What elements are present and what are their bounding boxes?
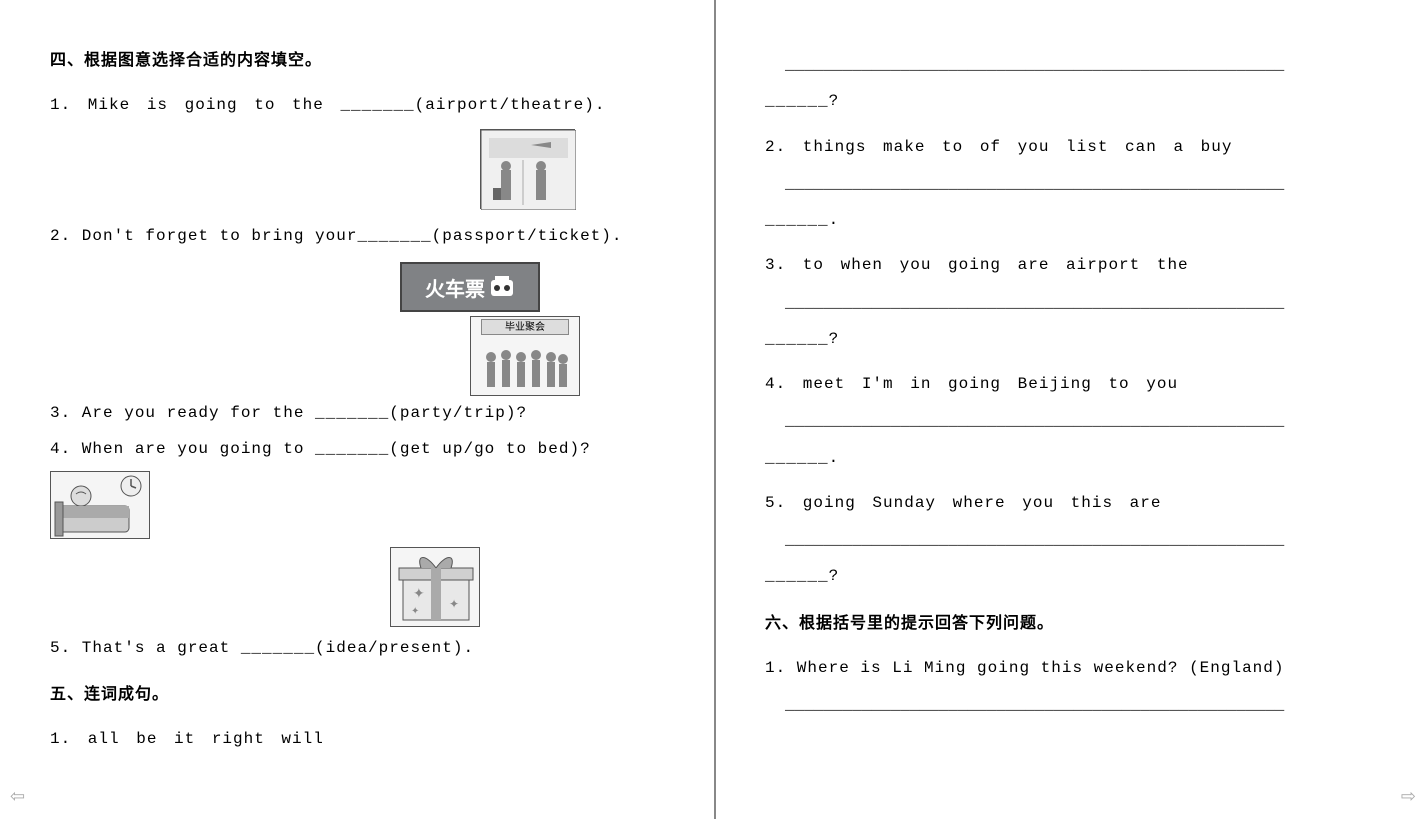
right-page: ________________________________________… <box>715 0 1426 819</box>
s4-q3-text: 3. Are you ready for the _______(party/t… <box>50 396 665 431</box>
s5-q5-blank: ________________________________________… <box>785 521 1376 559</box>
prev-page-arrow[interactable]: ⇦ <box>10 786 25 807</box>
section-4-title: 四、根据图意选择合适的内容填空。 <box>50 46 665 70</box>
s6-q1-blank: ________________________________________… <box>785 686 1376 724</box>
s5-q4-text: 4. meet I'm in going Beijing to you <box>765 367 1376 402</box>
s5-q2-blank: ________________________________________… <box>785 165 1376 203</box>
train-ticket-image: 火车票 <box>400 262 540 312</box>
s4-q4-text: 4. When are you going to _______(get up/… <box>50 432 665 467</box>
bed-image <box>50 471 150 539</box>
s6-q1-text: 1. Where is Li Ming going this weekend? … <box>765 651 1376 686</box>
train-ticket-label: 火车票 <box>425 273 485 302</box>
s5-q4-tail: ______. <box>765 441 1376 476</box>
svg-text:✦: ✦ <box>411 606 419 617</box>
s5-q1-blank: ________________________________________… <box>785 46 1376 84</box>
s5-q2-tail: ______. <box>765 203 1376 238</box>
airport-image <box>480 129 575 209</box>
s5-q3-tail: ______? <box>765 322 1376 357</box>
next-page-arrow[interactable]: ⇨ <box>1401 786 1416 807</box>
gift-image: ✦ ✦ ✦ <box>390 547 480 627</box>
s4-q5-text: 5. That's a great _______(idea/present). <box>50 631 665 666</box>
s5-q4-blank: ________________________________________… <box>785 402 1376 440</box>
s5-q3-text: 3. to when you going are airport the <box>765 248 1376 283</box>
svg-text:✦: ✦ <box>449 597 459 611</box>
s5-q5-tail: ______? <box>765 559 1376 594</box>
section-6-title: 六、根据括号里的提示回答下列问题。 <box>765 609 1376 633</box>
s5-q1-tail: ______? <box>765 84 1376 119</box>
s4-q1-text: 1. Mike is going to the _______(airport/… <box>50 88 665 123</box>
s5-q3-blank: ________________________________________… <box>785 284 1376 322</box>
section-5-title: 五、连词成句。 <box>50 680 665 704</box>
party-image: 毕业聚会 <box>470 316 580 396</box>
s5-q1-text: 1. all be it right will <box>50 722 665 757</box>
svg-text:✦: ✦ <box>413 587 425 602</box>
s4-q2-text: 2. Don't forget to bring your_______(pas… <box>50 219 665 254</box>
s5-q2-text: 2. things make to of you list can a buy <box>765 130 1376 165</box>
left-page: 四、根据图意选择合适的内容填空。 1. Mike is going to the… <box>0 0 715 819</box>
s5-q5-text: 5. going Sunday where you this are <box>765 486 1376 521</box>
